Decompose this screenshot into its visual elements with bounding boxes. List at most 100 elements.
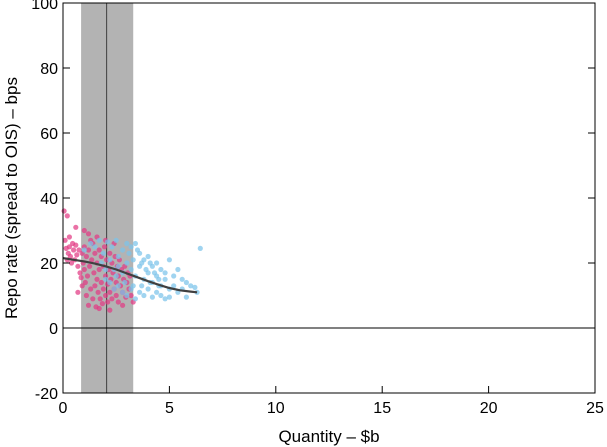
scatter-point-s1-56 — [137, 289, 143, 295]
y-tick-label-2: 20 — [40, 256, 58, 273]
scatter-point-s1-21 — [171, 273, 177, 279]
x-tick-label-0: 0 — [59, 400, 68, 417]
scatter-point-s0-17 — [78, 275, 84, 281]
x-tick-label-3: 15 — [373, 400, 391, 417]
scatter-point-s0-32 — [90, 296, 96, 302]
scatter-point-s1-75 — [122, 279, 128, 286]
scatter-point-s0-31 — [89, 257, 95, 263]
scatter-point-s0-7 — [67, 253, 73, 260]
scatter-point-s1-76 — [130, 283, 136, 289]
scatter-point-s1-49 — [107, 279, 113, 286]
scatter-point-s1-52 — [120, 289, 126, 295]
scatter-point-s1-4 — [100, 250, 106, 256]
scatter-point-s1-29 — [107, 257, 113, 263]
scatter-point-s0-82 — [73, 224, 79, 230]
scatter-point-s0-53 — [105, 299, 111, 305]
scatter-point-s0-27 — [85, 302, 92, 308]
scatter-point-s1-63 — [166, 294, 172, 300]
shaded-band-layer — [81, 3, 134, 393]
y-tick-label-0: -20 — [35, 386, 58, 403]
scatter-point-s0-12 — [73, 242, 79, 248]
scatter-point-s1-47 — [183, 294, 189, 300]
scatter-point-s0-79 — [128, 292, 134, 299]
scatter-point-s1-33 — [124, 260, 130, 266]
scatter-point-s0-85 — [66, 234, 72, 240]
scatter-point-s1-44 — [171, 283, 177, 289]
y-tick-label-1: 0 — [49, 321, 58, 338]
scatter-point-s1-6 — [109, 244, 115, 250]
scatter-point-s1-60 — [154, 289, 160, 295]
scatter-point-s1-58 — [145, 286, 151, 292]
scatter-point-s1-50 — [111, 286, 117, 292]
scatter-point-s0-45 — [99, 301, 105, 307]
scatter-point-s0-55 — [107, 250, 113, 256]
scatter-point-s1-18 — [158, 266, 164, 273]
scatter-point-s1-59 — [149, 294, 155, 300]
scatter-point-s0-44 — [98, 279, 104, 286]
scatter-point-s1-1 — [88, 240, 94, 247]
scatter-point-s1-24 — [183, 279, 189, 286]
scatter-point-s1-34 — [128, 266, 134, 273]
x-tick-label-5: 25 — [586, 400, 604, 417]
scatter-point-s1-15 — [145, 253, 151, 260]
scatter-point-s1-5 — [105, 239, 111, 245]
y-axis-title: Repo rate (spread to OIS) – bps — [2, 77, 21, 319]
scatter-point-s1-31 — [115, 263, 121, 269]
scatter-point-s0-93 — [107, 307, 113, 313]
y-tick-label-5: 80 — [40, 61, 58, 78]
scatter-point-s0-80 — [81, 227, 87, 234]
scatter-point-s1-17 — [154, 260, 160, 266]
y-tick-label-6: 100 — [31, 0, 58, 13]
scatter-point-s1-22 — [175, 266, 181, 273]
scatter-point-s0-21 — [81, 266, 87, 273]
scatter-point-s0-24 — [83, 292, 89, 299]
scatter-point-s0-67 — [115, 299, 121, 305]
scatter-point-s0-48 — [101, 244, 108, 250]
scatter-point-s1-20 — [166, 257, 172, 263]
scatter-point-s0-38 — [94, 276, 100, 282]
scatter-point-s1-68 — [143, 266, 149, 273]
scatter-point-s1-57 — [141, 292, 147, 299]
scatter-point-s0-1 — [62, 237, 68, 243]
y-tick-label-3: 40 — [40, 191, 58, 208]
scatter-point-s1-53 — [124, 292, 130, 299]
fit-line — [62, 257, 198, 294]
scatter-point-s1-74 — [113, 273, 119, 279]
scatter-point-s1-73 — [103, 266, 109, 273]
scatter-point-s1-65 — [130, 257, 136, 263]
scatter-point-s1-27 — [197, 245, 203, 251]
x-axis-title: Quantity – $b — [278, 427, 379, 446]
scatter-point-s0-0 — [61, 208, 67, 214]
scatter-point-s0-15 — [76, 247, 82, 253]
scatter-point-s0-25 — [84, 273, 91, 279]
scatter-point-s0-22 — [82, 279, 88, 286]
y-tick-label-4: 60 — [40, 126, 58, 143]
axes-layer — [62, 2, 596, 394]
scatter-point-s1-48 — [103, 276, 109, 282]
scatter-point-s1-64 — [126, 250, 132, 256]
scatter-point-s0-35 — [92, 283, 98, 289]
x-tick-label-2: 10 — [267, 400, 285, 417]
scatter-point-s0-89 — [75, 289, 81, 295]
scatter-point-s1-0 — [81, 247, 87, 253]
scatter-point-s1-23 — [179, 276, 185, 282]
scatter-point-s1-19 — [162, 270, 168, 276]
scatter-point-s1-12 — [132, 240, 138, 247]
scatter-point-s1-66 — [134, 247, 141, 253]
scatter-point-s0-42 — [97, 296, 103, 302]
scatter-point-s0-23 — [83, 253, 89, 260]
scatter-point-s0-39 — [95, 289, 101, 295]
scatter-point-s0-6 — [66, 244, 72, 250]
shaded-band — [81, 3, 134, 393]
scatter-point-s1-55 — [132, 296, 138, 302]
x-tick-label-1: 5 — [165, 400, 174, 417]
scatter-point-s0-26 — [85, 247, 92, 253]
scatter-point-s0-8 — [68, 260, 75, 266]
scatter-point-s1-67 — [139, 260, 145, 266]
scatter-point-s0-3 — [64, 213, 70, 219]
scatter-point-s1-3 — [96, 237, 102, 243]
scatter-point-s1-42 — [162, 276, 168, 282]
scatter-point-s1-26 — [192, 284, 198, 290]
